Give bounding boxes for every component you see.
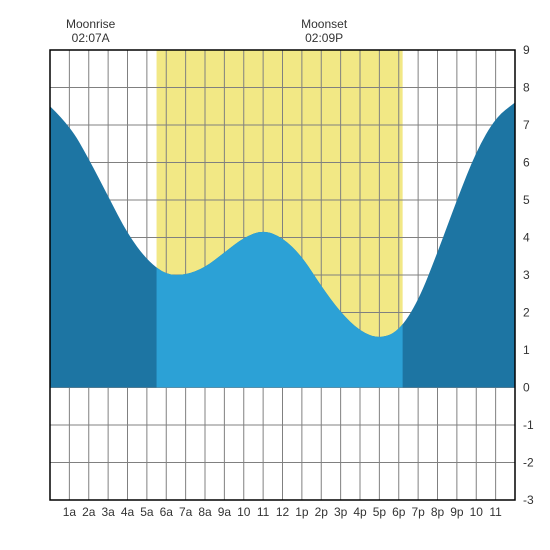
x-tick-label: 8p <box>431 505 445 519</box>
chart-svg: -3-2-101234567891a2a3a4a5a6a7a8a9a101112… <box>10 10 540 540</box>
y-tick-label: -2 <box>523 456 534 470</box>
moonset-time: 02:09P <box>305 31 343 45</box>
x-tick-label: 1a <box>63 505 77 519</box>
y-tick-label: 0 <box>523 381 530 395</box>
tide-chart: -3-2-101234567891a2a3a4a5a6a7a8a9a101112… <box>10 10 540 540</box>
x-tick-label: 3p <box>334 505 348 519</box>
x-tick-label: 2a <box>82 505 96 519</box>
x-tick-label: 4a <box>121 505 135 519</box>
y-tick-label: 9 <box>523 43 530 57</box>
y-tick-label: -1 <box>523 418 534 432</box>
moonset-label: Moonset <box>301 17 348 31</box>
x-tick-label: 9p <box>450 505 464 519</box>
x-tick-label: 12 <box>276 505 290 519</box>
y-tick-label: 3 <box>523 268 530 282</box>
x-tick-label: 6a <box>160 505 174 519</box>
moonrise-time: 02:07A <box>72 31 110 45</box>
y-tick-label: 6 <box>523 156 530 170</box>
x-tick-label: 9a <box>218 505 232 519</box>
x-tick-label: 10 <box>470 505 484 519</box>
y-tick-label: 5 <box>523 193 530 207</box>
x-tick-label: 10 <box>237 505 251 519</box>
y-tick-label: 1 <box>523 343 530 357</box>
x-tick-label: 6p <box>392 505 406 519</box>
x-tick-label: 7a <box>179 505 193 519</box>
y-tick-label: -3 <box>523 493 534 507</box>
x-tick-label: 5a <box>140 505 154 519</box>
x-tick-label: 1p <box>295 505 309 519</box>
x-tick-label: 7p <box>411 505 425 519</box>
moonrise-label: Moonrise <box>66 17 116 31</box>
y-tick-label: 7 <box>523 118 530 132</box>
x-tick-label: 3a <box>101 505 115 519</box>
x-tick-label: 4p <box>353 505 367 519</box>
x-tick-label: 8a <box>198 505 212 519</box>
y-tick-label: 2 <box>523 306 530 320</box>
y-tick-label: 8 <box>523 81 530 95</box>
x-tick-label: 11 <box>489 505 502 519</box>
y-tick-label: 4 <box>523 231 530 245</box>
x-tick-label: 5p <box>373 505 387 519</box>
x-tick-label: 2p <box>315 505 329 519</box>
x-tick-label: 11 <box>257 505 270 519</box>
